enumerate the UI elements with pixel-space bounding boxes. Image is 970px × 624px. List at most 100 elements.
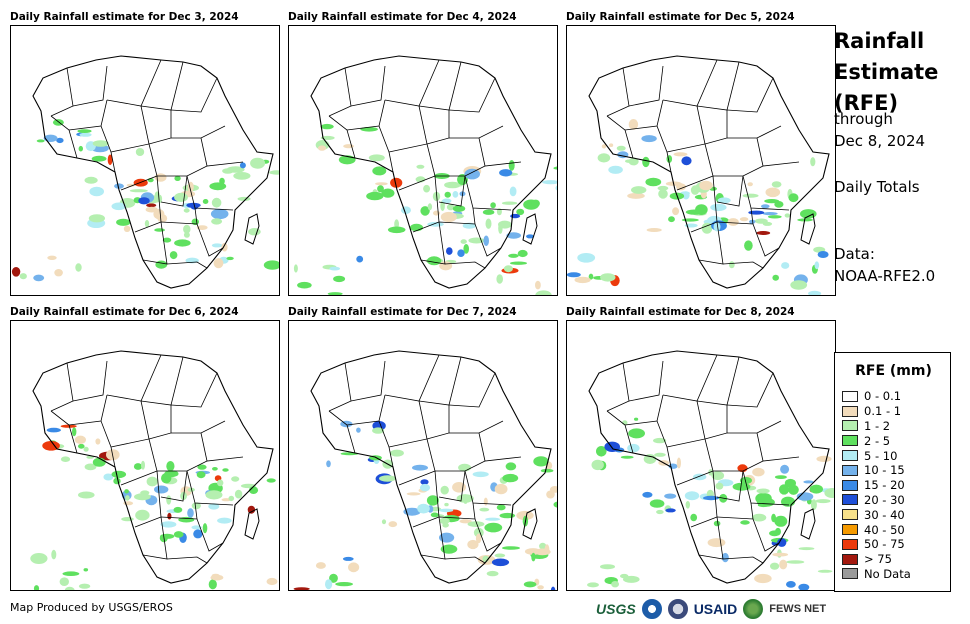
rainfall-patch bbox=[183, 208, 190, 213]
rainfall-patch bbox=[333, 275, 346, 283]
rainfall-patch bbox=[155, 260, 168, 269]
fews-net-logo: FEWS NET bbox=[769, 603, 827, 615]
rainfall-patch bbox=[555, 185, 557, 191]
legend-row: 2 - 5 bbox=[842, 433, 911, 448]
rainfall-map bbox=[288, 320, 558, 591]
rainfall-patch bbox=[774, 515, 788, 527]
rainfall-patch bbox=[747, 182, 753, 187]
country-border bbox=[606, 362, 630, 412]
country-border bbox=[722, 556, 764, 564]
rainfall-patch bbox=[59, 577, 69, 586]
rainfall-patch bbox=[788, 193, 799, 203]
country-border bbox=[752, 223, 780, 257]
rainfall-patch bbox=[266, 577, 278, 586]
country-border bbox=[50, 362, 74, 412]
rainfall-patch bbox=[79, 132, 92, 137]
rainfall-patch bbox=[444, 181, 461, 189]
legend-swatch bbox=[842, 450, 858, 462]
legend-label: 10 - 15 bbox=[864, 463, 905, 478]
rainfall-patch bbox=[587, 582, 599, 588]
rainfall-patch bbox=[441, 198, 452, 204]
rainfall-patch bbox=[211, 243, 223, 248]
rainfall-patch bbox=[803, 480, 814, 484]
rainfall-patch bbox=[774, 201, 784, 208]
rainfall-patch bbox=[627, 192, 645, 199]
country-border bbox=[676, 438, 714, 486]
country-border bbox=[418, 356, 462, 406]
rainfall-patch bbox=[293, 264, 298, 273]
country-border bbox=[171, 420, 226, 434]
rainfall-patch bbox=[124, 489, 129, 494]
rainfall-patch bbox=[317, 145, 327, 151]
legend-row: 15 - 20 bbox=[842, 478, 911, 493]
rainfall-patch bbox=[817, 251, 829, 258]
country-border bbox=[478, 137, 522, 167]
rainfall-patch bbox=[756, 488, 770, 494]
rainfall-patch bbox=[762, 221, 773, 226]
rainfall-patch bbox=[141, 460, 145, 470]
rainfall-map bbox=[10, 320, 280, 591]
rainfall-patch bbox=[600, 564, 615, 570]
country-border bbox=[68, 99, 108, 131]
rainfall-patch bbox=[113, 477, 121, 485]
rainfall-patch bbox=[134, 493, 151, 501]
rainfall-patch bbox=[757, 503, 770, 508]
rainfall-patch bbox=[83, 568, 89, 572]
rainfall-patch bbox=[211, 197, 222, 208]
rainfall-patch bbox=[202, 523, 208, 534]
rainfall-patch bbox=[771, 181, 782, 188]
title-line-3: (RFE) bbox=[834, 91, 899, 115]
rainfall-patch bbox=[668, 216, 675, 223]
rainfall-patch bbox=[464, 168, 480, 180]
country-border bbox=[666, 400, 706, 448]
panel-title: Daily Rainfall estimate for Dec 4, 2024 bbox=[288, 11, 517, 23]
rainfall-patch bbox=[221, 242, 228, 252]
country-border bbox=[388, 105, 428, 153]
rainfall-patch bbox=[379, 475, 396, 482]
panel-title: Daily Rainfall estimate for Dec 3, 2024 bbox=[10, 11, 239, 23]
rainfall-patch bbox=[759, 493, 772, 504]
rainfall-patch bbox=[707, 538, 726, 548]
rainfall-patch bbox=[348, 562, 360, 573]
rainfall-patch bbox=[439, 517, 450, 525]
rainfall-patch bbox=[183, 232, 190, 238]
rainfall-patch bbox=[751, 513, 767, 522]
totals-label: Daily Totals bbox=[834, 178, 920, 196]
legend-label: 20 - 30 bbox=[864, 492, 905, 507]
country-border bbox=[328, 67, 352, 117]
rainfall-patch bbox=[784, 213, 791, 218]
country-border bbox=[478, 432, 522, 462]
rainfall-patch bbox=[394, 219, 399, 229]
rainfall-patch bbox=[211, 573, 220, 578]
rainfall-patch bbox=[381, 188, 395, 198]
data-label: Data: bbox=[834, 245, 875, 263]
rainfall-patch bbox=[748, 210, 765, 215]
country-border bbox=[438, 470, 466, 502]
rainfall-patch bbox=[452, 191, 459, 198]
rainfall-patch bbox=[717, 197, 731, 204]
rainfall-patch bbox=[78, 443, 85, 449]
rainfall-patch bbox=[135, 509, 150, 521]
rainfall-patch bbox=[210, 208, 229, 220]
rainfall-patch bbox=[772, 552, 789, 557]
rainfall-patch bbox=[517, 249, 528, 258]
rainfall-patch bbox=[356, 427, 361, 433]
rainfall-patch bbox=[715, 482, 724, 490]
rainfall-patch bbox=[222, 468, 229, 472]
rainfall-patch bbox=[269, 170, 279, 175]
country-border bbox=[474, 223, 502, 257]
rainfall-patch bbox=[499, 512, 516, 519]
rainfall-patch bbox=[208, 503, 220, 510]
rainfall-patch bbox=[567, 272, 581, 278]
rainfall-patch bbox=[665, 508, 676, 513]
rainfall-patch bbox=[62, 571, 80, 576]
country-border bbox=[727, 420, 782, 434]
rainfall-patch bbox=[645, 177, 662, 187]
rainfall-map bbox=[10, 25, 280, 296]
madagascar-outline bbox=[522, 508, 538, 540]
rainfall-patch bbox=[439, 508, 454, 513]
country-border bbox=[426, 405, 450, 440]
rainfall-patch bbox=[641, 135, 657, 143]
rainfall-patch bbox=[740, 477, 752, 484]
panel-title: Daily Rainfall estimate for Dec 5, 2024 bbox=[566, 11, 795, 23]
